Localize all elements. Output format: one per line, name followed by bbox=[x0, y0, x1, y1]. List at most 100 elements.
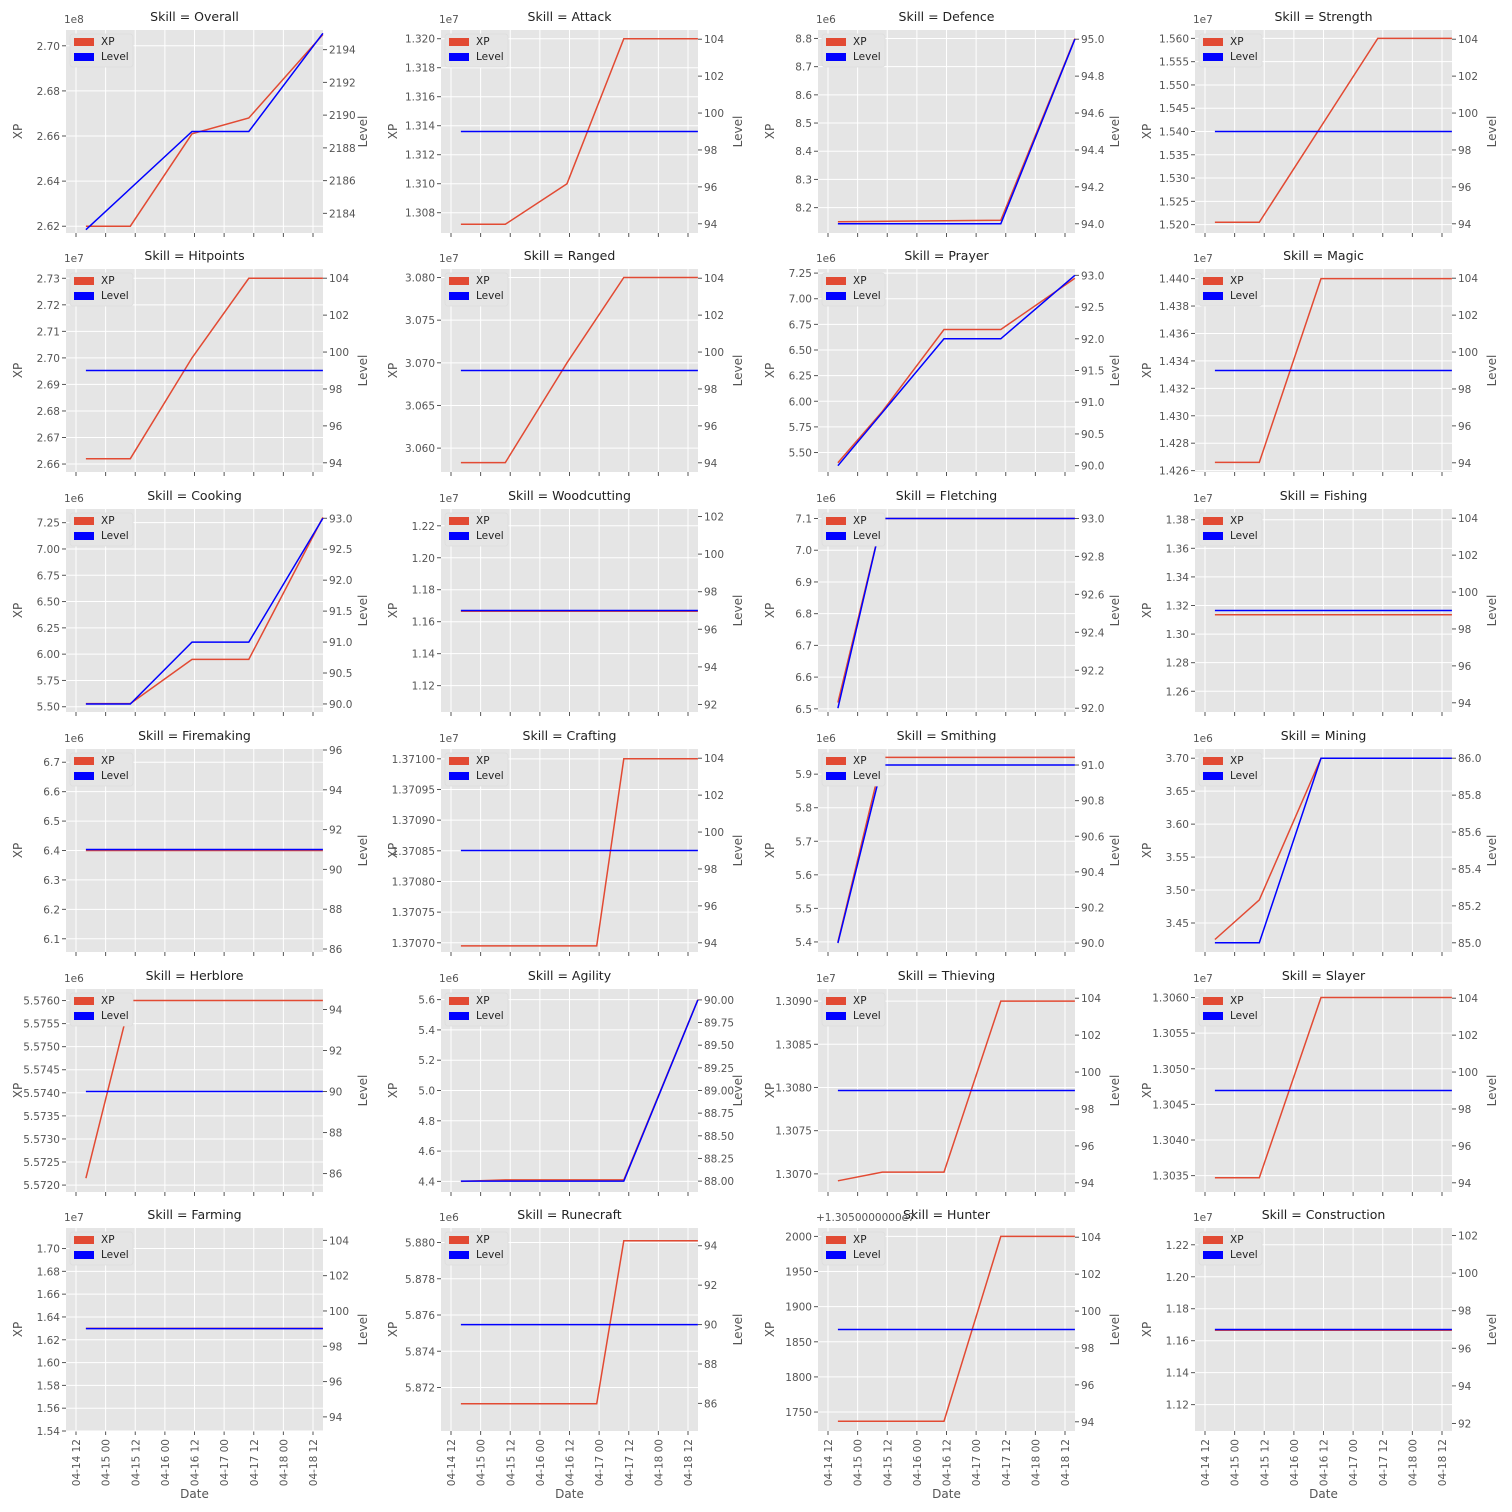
y-right-axis-label: Level bbox=[731, 1075, 745, 1107]
y-right-tick-label: 98 bbox=[1458, 384, 1471, 396]
y-left-tick-label: 2.68 bbox=[37, 86, 60, 98]
x-tick-label: 04-14 12 bbox=[823, 1439, 835, 1486]
y-right-tick-label: 89.00 bbox=[704, 1086, 734, 1098]
legend-label-level: Level bbox=[101, 1010, 129, 1022]
legend-label-xp: XP bbox=[101, 275, 115, 287]
y-left-tick-label: 1.64 bbox=[37, 1312, 61, 1324]
y-right-tick-label: 94 bbox=[704, 1241, 718, 1253]
y-left-tick-label: 3.060 bbox=[405, 443, 435, 455]
y-right-tick-label: 90.5 bbox=[1081, 429, 1104, 441]
y-right-tick-label: 100 bbox=[704, 827, 724, 839]
subplot-title: Skill = Hitpoints bbox=[144, 248, 244, 263]
x-axis-label: Date bbox=[1309, 1487, 1338, 1501]
y-left-tick-label: 1.314 bbox=[405, 121, 435, 133]
y-left-tick-label: 3.45 bbox=[1166, 918, 1189, 930]
legend-swatch-xp bbox=[826, 757, 846, 765]
legend-label-level: Level bbox=[853, 1249, 881, 1261]
x-tick-label: 04-16 12 bbox=[1319, 1439, 1331, 1486]
y-left-tick-label: 2000 bbox=[785, 1231, 812, 1243]
y-left-tick-label: 1.18 bbox=[412, 585, 435, 597]
y-left-tick-label: 1.436 bbox=[1159, 328, 1189, 340]
y-left-tick-label: 1.16 bbox=[412, 617, 436, 629]
legend-swatch-level bbox=[449, 1012, 469, 1020]
subplot-title: Skill = Cooking bbox=[147, 488, 242, 503]
y-right-tick-label: 94 bbox=[704, 938, 718, 950]
subplot-title: Skill = Ranged bbox=[524, 248, 616, 263]
y-left-tick-label: 4.4 bbox=[418, 1176, 435, 1188]
y-offset-text: 1e7 bbox=[64, 253, 84, 265]
y-right-tick-label: 92 bbox=[329, 825, 342, 837]
y-left-tick-label: 1.555 bbox=[1159, 57, 1189, 69]
y-offset-text: 1e6 bbox=[816, 493, 836, 505]
subplot-title: Skill = Mining bbox=[1281, 728, 1367, 743]
legend-swatch-level bbox=[74, 53, 94, 61]
y-left-tick-label: 6.6 bbox=[43, 787, 60, 799]
level-line bbox=[85, 32, 324, 231]
legend-swatch-xp bbox=[1203, 757, 1223, 765]
y-left-tick-label: 6.25 bbox=[789, 371, 812, 383]
legend-label-level: Level bbox=[1230, 290, 1258, 302]
y-right-tick-label: 91.0 bbox=[329, 637, 352, 649]
legend-swatch-level bbox=[826, 1012, 846, 1020]
x-tick-label: 04-16 12 bbox=[565, 1439, 577, 1486]
y-right-tick-label: 100 bbox=[1081, 1306, 1101, 1318]
y-left-tick-label: 8.4 bbox=[795, 146, 812, 158]
x-tick-label: 04-16 12 bbox=[942, 1439, 954, 1486]
x-axis-label: Date bbox=[180, 1487, 209, 1501]
legend-label-xp: XP bbox=[1230, 1234, 1244, 1246]
subplot-construction: 04-14 12 04-15 00 04-15 12 04-16 00 04-16 12… bbox=[1140, 1207, 1499, 1501]
subplot-thieving: 1.3070 1.3075 1.3080 1.3085 1.3090 94 96 98 100 1… bbox=[763, 968, 1122, 1196]
y-left-tick-label: 5.0 bbox=[418, 1086, 435, 1098]
x-tick-label: 04-14 12 bbox=[1200, 1439, 1212, 1486]
legend-swatch-xp bbox=[74, 997, 94, 1005]
legend: XP Level bbox=[1198, 272, 1263, 307]
y-left-tick-label: 2.68 bbox=[37, 406, 60, 418]
legend-label-level: Level bbox=[476, 1249, 504, 1261]
y-right-tick-label: 100 bbox=[704, 347, 724, 359]
y-left-tick-label: 1.440 bbox=[1159, 274, 1189, 286]
y-left-tick-label: 8.7 bbox=[795, 62, 812, 74]
y-right-tick-label: 91.0 bbox=[1081, 397, 1104, 409]
y-left-tick-label: 3.070 bbox=[405, 358, 435, 370]
x-axis-label: Date bbox=[932, 1487, 961, 1501]
legend-label-level: Level bbox=[1230, 770, 1258, 782]
y-left-tick-label: 6.5 bbox=[795, 704, 812, 716]
y-left-axis-label: XP bbox=[11, 363, 25, 378]
y-left-tick-label: 5.4 bbox=[418, 1025, 435, 1037]
subplot-title: Skill = Firemaking bbox=[138, 728, 251, 743]
legend: XP Level bbox=[69, 272, 134, 307]
legend-label-level: Level bbox=[853, 530, 881, 542]
y-right-tick-label: 102 bbox=[1458, 1030, 1478, 1042]
y-left-tick-label: 1.37095 bbox=[392, 784, 435, 796]
y-right-tick-label: 90.0 bbox=[1081, 938, 1104, 950]
y-left-tick-label: 1.56 bbox=[37, 1403, 61, 1415]
legend-label-level: Level bbox=[853, 290, 881, 302]
y-right-tick-label: 91.5 bbox=[1081, 366, 1104, 378]
legend-swatch-xp bbox=[449, 38, 469, 46]
y-right-tick-label: 98 bbox=[1081, 1343, 1094, 1355]
y-right-tick-label: 96 bbox=[1458, 1343, 1472, 1355]
legend-swatch-level bbox=[826, 772, 846, 780]
y-left-tick-label: 1.36 bbox=[1166, 543, 1190, 555]
legend: XP Level bbox=[69, 512, 134, 547]
y-left-axis-label: XP bbox=[386, 843, 400, 858]
y-offset-text: 1e7 bbox=[1193, 1212, 1213, 1224]
y-right-tick-label: 85.2 bbox=[1458, 901, 1481, 913]
y-right-axis-label: Level bbox=[356, 1314, 370, 1346]
y-right-tick-label: 90.0 bbox=[1081, 461, 1104, 473]
legend: XP Level bbox=[69, 33, 134, 68]
xp-line bbox=[85, 277, 323, 460]
legend-swatch-xp bbox=[449, 277, 469, 285]
y-right-tick-label: 94 bbox=[1458, 458, 1472, 470]
y-left-tick-label: 1.37085 bbox=[392, 846, 435, 858]
y-right-tick-label: 102 bbox=[704, 71, 724, 83]
y-left-axis-label: XP bbox=[1140, 363, 1154, 378]
y-right-tick-label: 102 bbox=[704, 512, 724, 524]
xp-line bbox=[85, 34, 324, 227]
y-left-tick-label: 1.3035 bbox=[1152, 1171, 1189, 1183]
y-right-tick-label: 102 bbox=[329, 310, 349, 322]
y-right-tick-label: 98 bbox=[329, 1341, 342, 1353]
y-right-tick-label: 92.0 bbox=[329, 575, 352, 587]
y-right-tick-label: 98 bbox=[1458, 1104, 1471, 1116]
